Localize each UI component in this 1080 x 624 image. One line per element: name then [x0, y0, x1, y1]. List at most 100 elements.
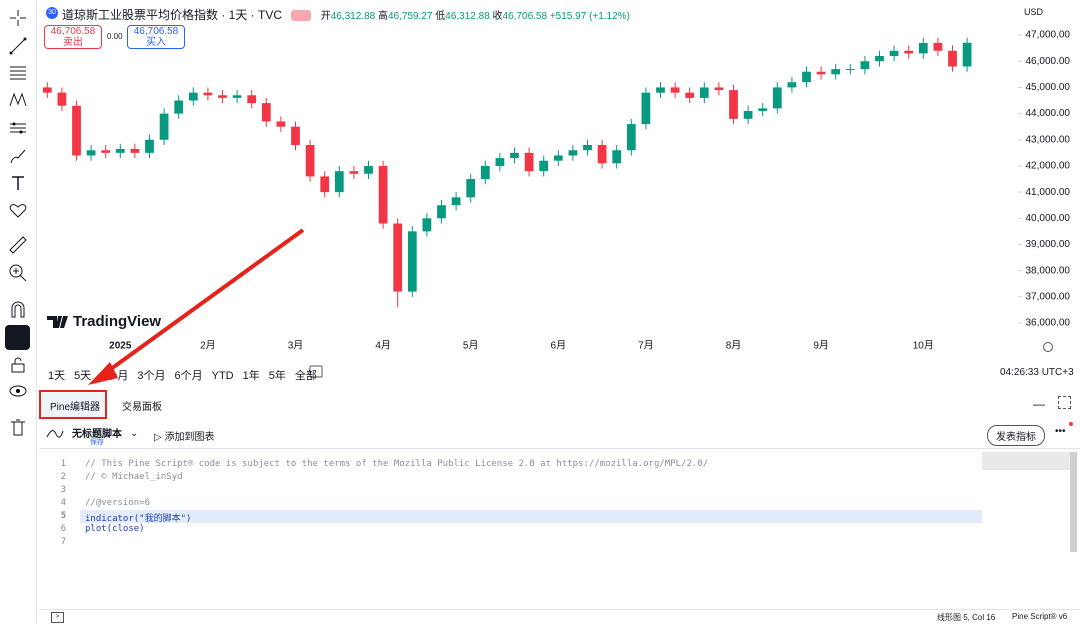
candle-body [42, 87, 52, 93]
y-tick-label: 44,000.00 [1026, 108, 1071, 119]
editor-divider [40, 448, 1080, 449]
candle-body [305, 145, 315, 177]
status-language[interactable]: Pine Script® v6 [1012, 612, 1068, 621]
prediction-tool[interactable] [8, 118, 28, 138]
timeframe-button[interactable]: 1年 [242, 370, 260, 382]
candle-body [145, 139, 154, 153]
candle-body [188, 92, 198, 101]
x-tick-label: 4月 [375, 340, 391, 352]
code-line: // This Pine Script® code is subject to … [85, 459, 709, 469]
candle-body [787, 82, 797, 88]
sell-button[interactable]: 46,706.58 卖出 [44, 25, 102, 49]
candle-body [772, 87, 782, 109]
date-range-icon[interactable] [309, 365, 323, 378]
candle-body [72, 105, 81, 156]
fib-tool[interactable] [8, 63, 28, 83]
script-name[interactable]: 无标题脚本 [72, 429, 122, 440]
y-tick-label: 36,000.00 [1026, 318, 1071, 329]
x-tick-label: 7月 [638, 340, 654, 352]
add-to-chart[interactable]: ▷ 添加到图表 [154, 432, 215, 443]
magnet-tool[interactable] [8, 300, 28, 320]
candle-body [437, 205, 446, 219]
console-icon[interactable]: > [51, 612, 64, 623]
candle-body [626, 124, 636, 151]
script-menu[interactable]: ⌄ [130, 428, 139, 439]
panel-maximize[interactable] [1058, 396, 1071, 409]
candle-body [904, 50, 914, 54]
code-line: //@version=6 [85, 498, 151, 508]
code-line: plot(close) [85, 524, 145, 534]
chart: 36,000.00 37,000.00 38,000.00 39,000.00 40,0… [42, 30, 1071, 378]
add-to-chart-label[interactable]: 添加到图表 [164, 432, 215, 443]
visibility-tool[interactable] [8, 381, 28, 401]
symbol-title[interactable]: 道琼斯工业股票平均价格指数 · 1天 · TVC [62, 8, 283, 22]
spread: 0.00 [107, 32, 123, 41]
tab-trading-panel[interactable]: 交易面板 [122, 402, 162, 413]
more-button[interactable]: ••• [1055, 426, 1066, 437]
ohlc: 开46,312.88 高46,759.27 低46,312.88 收46,706… [321, 11, 630, 22]
candle-body [831, 69, 841, 75]
favorites-tool[interactable] [8, 200, 28, 220]
candle-body [641, 92, 651, 125]
ruler-tool[interactable] [8, 235, 28, 255]
timeframe-button[interactable]: YTD [211, 370, 234, 382]
publish-button[interactable]: 发表指标 [987, 425, 1045, 446]
timeframe-button[interactable]: 6个月 [174, 370, 203, 382]
candle-body [334, 171, 344, 193]
timeframe-button[interactable]: 1个月 [100, 370, 129, 382]
currency[interactable]: USD [1024, 7, 1044, 17]
candle-body [729, 90, 738, 119]
x-tick-label: 9月 [813, 340, 829, 352]
y-tick-label: 45,000.00 [1026, 82, 1071, 93]
crosshair-tool[interactable] [8, 8, 28, 28]
candle-body [656, 87, 665, 93]
candle-body [276, 121, 286, 127]
tab-background [42, 393, 106, 417]
candle-body [291, 126, 300, 146]
market-status[interactable] [291, 10, 312, 22]
pattern-tool[interactable] [8, 90, 28, 110]
timeframe-button[interactable]: 5年 [268, 370, 286, 382]
tab-pine-editor[interactable]: Pine编辑器 [50, 402, 101, 413]
status-divider [40, 609, 1080, 610]
code-line: indicator("我的脚本") [85, 514, 192, 524]
code-line: // © Michael_inSyd [85, 472, 183, 482]
candle-body [349, 171, 359, 174]
candle-body [743, 110, 753, 119]
delete-tool[interactable] [8, 418, 28, 438]
candle-body [612, 150, 622, 164]
candle-body [510, 152, 519, 159]
text-tool[interactable] [8, 173, 28, 193]
x-tick-label: 5月 [463, 340, 479, 352]
candle-body [159, 113, 169, 140]
trend-line-tool[interactable] [8, 36, 28, 56]
zoom-tool[interactable] [8, 263, 28, 283]
panel-minimize[interactable]: — [1033, 397, 1045, 411]
change-value: +515.97 (+1.12%) [549, 11, 630, 22]
settings-icon[interactable] [1043, 342, 1053, 352]
open-value: 46,312.88 [330, 11, 376, 22]
timeframe-button[interactable]: 3个月 [137, 370, 166, 382]
brush-tool[interactable] [8, 146, 28, 166]
minimap [982, 452, 1070, 470]
timeframe-button[interactable]: 1天 [48, 370, 66, 382]
watermark: TradingView [47, 313, 161, 330]
candle-body [524, 152, 534, 172]
y-tick-label: 40,000.00 [1026, 213, 1071, 224]
lock-tool[interactable] [8, 355, 28, 375]
buy-button[interactable]: 46,706.58 买入 [127, 25, 185, 49]
open-label: 开 [320, 11, 331, 22]
timeframe-button[interactable]: 全部 [294, 370, 317, 382]
candle-body [407, 231, 417, 292]
notification-dot [1069, 422, 1073, 426]
candle-body [466, 179, 476, 198]
candle-body [247, 95, 257, 104]
symbol-badge: 30 [46, 7, 58, 19]
line-number: 3 [60, 485, 66, 495]
drawing-mode-button[interactable] [5, 325, 30, 350]
timeframe-button[interactable]: 5天 [74, 370, 92, 382]
candle-body [875, 56, 884, 62]
candle-body [174, 100, 184, 114]
save-status[interactable]: 保存 [90, 439, 104, 446]
